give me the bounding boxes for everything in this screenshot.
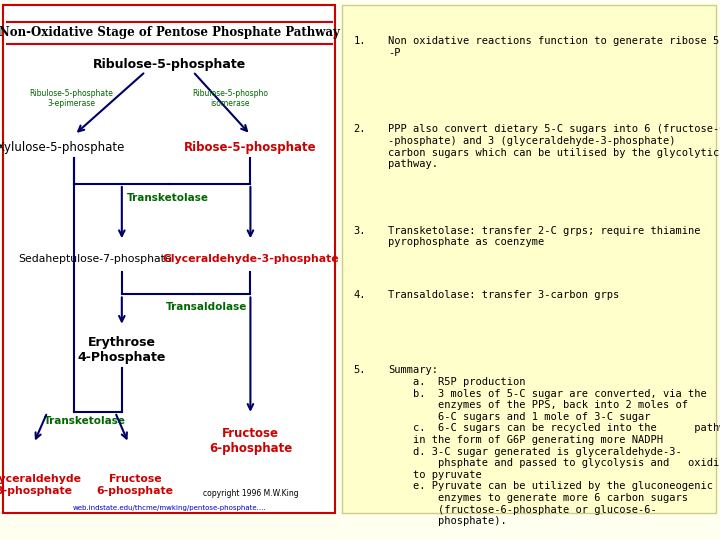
Text: Summary:
    a.  R5P production
    b.  3 moles of 5-C sugar are converted, via : Summary: a. R5P production b. 3 moles of…: [388, 366, 720, 526]
Text: Ribose-5-phosphate: Ribose-5-phosphate: [184, 141, 317, 154]
Text: 5.: 5.: [354, 366, 366, 375]
Text: Transaldolase: Transaldolase: [166, 302, 247, 312]
Text: Fructose
6-phosphate: Fructose 6-phosphate: [97, 474, 174, 496]
Text: 4.: 4.: [354, 291, 366, 300]
Text: Sedaheptulose-7-phosphate: Sedaheptulose-7-phosphate: [18, 254, 171, 264]
Text: Ribulose-5-phosphate
3-epimerase: Ribulose-5-phosphate 3-epimerase: [29, 89, 113, 108]
Text: 1.: 1.: [354, 36, 366, 46]
FancyBboxPatch shape: [4, 5, 335, 513]
Text: Glyceraldehyde-3-phosphate: Glyceraldehyde-3-phosphate: [162, 254, 338, 264]
Text: web.indstate.edu/thcme/mwking/pentose-phosphate....: web.indstate.edu/thcme/mwking/pentose-ph…: [73, 505, 266, 511]
Text: Transketolase: Transketolase: [127, 193, 209, 203]
Text: Transaldolase: transfer 3-carbon grps: Transaldolase: transfer 3-carbon grps: [388, 291, 619, 300]
Text: Transketolase: Transketolase: [44, 416, 125, 426]
Text: Ribulose-5-phospho
isomerase: Ribulose-5-phospho isomerase: [192, 89, 268, 108]
Text: Non oxidative reactions function to generate ribose 5
-P: Non oxidative reactions function to gene…: [388, 36, 719, 58]
Text: PPP also convert dietary 5-C sugars into 6 (fructose-6
-phosphate) and 3 (glycer: PPP also convert dietary 5-C sugars into…: [388, 124, 720, 169]
Text: Transketolase: transfer 2-C grps; require thiamine
pyrophosphate as coenzyme: Transketolase: transfer 2-C grps; requir…: [388, 226, 701, 247]
Text: Fructose
6-phosphate: Fructose 6-phosphate: [209, 427, 292, 455]
FancyBboxPatch shape: [342, 5, 716, 513]
Text: Non-Oxidative Stage of Pentose Phosphate Pathway: Non-Oxidative Stage of Pentose Phosphate…: [0, 25, 340, 39]
Text: 3.: 3.: [354, 226, 366, 235]
Text: Erythrose
4-Phosphate: Erythrose 4-Phosphate: [78, 336, 166, 364]
Text: Xylulose-5-phosphate: Xylulose-5-phosphate: [0, 141, 125, 154]
Text: copyright 1996 M.W.King: copyright 1996 M.W.King: [203, 489, 299, 498]
Text: Ribulose-5-phosphate: Ribulose-5-phosphate: [93, 58, 246, 71]
Text: Glyceraldehyde
3-phosphate: Glyceraldehyde 3-phosphate: [0, 474, 81, 496]
Text: 2.: 2.: [354, 124, 366, 134]
